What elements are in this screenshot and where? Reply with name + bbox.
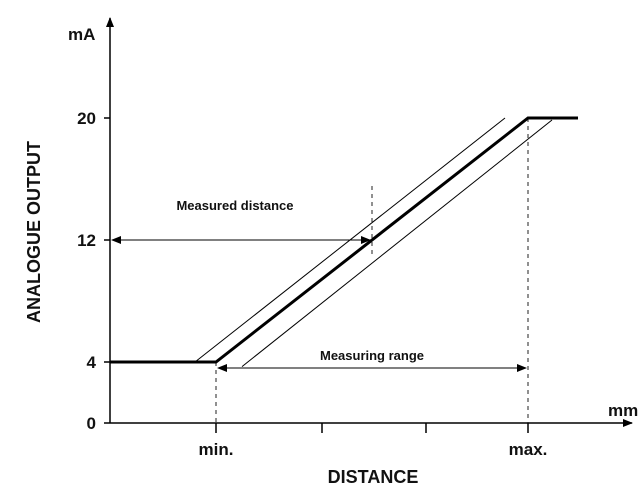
guide-lines <box>111 118 529 423</box>
measuring-range-label: Measuring range <box>320 348 424 363</box>
y-tick-label: 20 <box>77 109 96 128</box>
y-axis-title: ANALOGUE OUTPUT <box>24 141 44 323</box>
x-unit-label: mm <box>608 401 638 420</box>
y-unit-label: mA <box>68 25 95 44</box>
x-tick-label: max. <box>509 440 548 459</box>
upper-tolerance-line <box>194 117 506 363</box>
y-tick-label: 0 <box>87 414 96 433</box>
analogue-output-line <box>110 116 578 364</box>
measured-distance-label: Measured distance <box>176 198 293 213</box>
y-tick-label: 12 <box>77 231 96 250</box>
y-tick-label: 4 <box>87 353 97 372</box>
series-group <box>110 116 578 367</box>
x-ticks: min. max. <box>199 423 548 459</box>
x-axis-title: DISTANCE <box>328 467 419 487</box>
lower-tolerance-line <box>241 119 553 367</box>
y-ticks: 0 4 12 20 <box>77 109 110 433</box>
x-tick-label: min. <box>199 440 234 459</box>
